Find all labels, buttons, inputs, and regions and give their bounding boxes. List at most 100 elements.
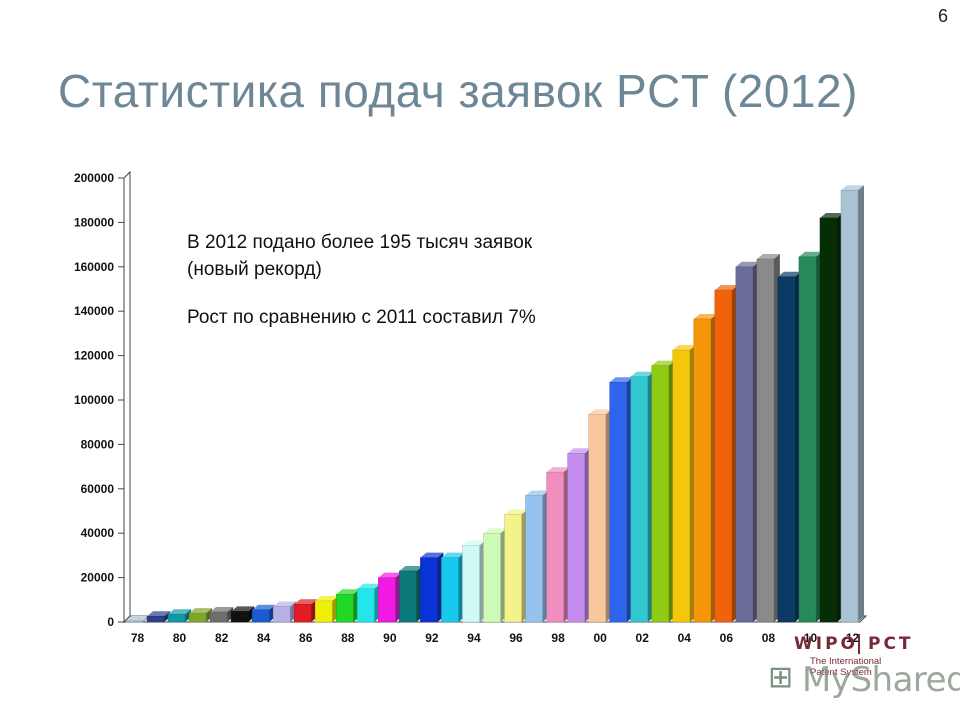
y-tick-label: 0 <box>107 615 114 629</box>
bar-top <box>546 467 570 473</box>
slide-title: Статистика подач заявок PCT (2012) <box>58 65 858 117</box>
bar-face <box>336 594 354 623</box>
bar-top <box>420 552 444 558</box>
bar-top <box>357 583 381 589</box>
bar-face <box>651 365 669 623</box>
x-tick-label: 94 <box>467 631 481 645</box>
bar-top <box>798 251 822 257</box>
bar-top <box>714 285 738 291</box>
x-tick-label: 00 <box>593 631 607 645</box>
bar-top <box>462 540 486 546</box>
bar-face <box>209 611 228 623</box>
logo-subtitle: The International Patent System <box>810 656 882 678</box>
bar <box>420 552 444 623</box>
x-tick-label: 04 <box>678 631 692 645</box>
x-tick-label: 84 <box>257 631 271 645</box>
bar <box>441 552 465 623</box>
annotation-record: В 2012 подано более 195 тысяч заявок (но… <box>187 232 533 280</box>
bar-side <box>206 608 213 622</box>
bar <box>735 261 759 623</box>
bar <box>209 607 234 623</box>
bar <box>777 271 801 623</box>
x-tick-label: 90 <box>383 631 397 645</box>
y-tick-label: 140000 <box>74 304 114 318</box>
x-tick-label: 96 <box>509 631 523 645</box>
bars <box>125 185 865 623</box>
bar <box>483 528 507 623</box>
x-tick-label: 98 <box>551 631 565 645</box>
bar <box>546 467 570 623</box>
bar-face <box>819 217 838 623</box>
bar <box>462 540 486 623</box>
bar-top <box>168 609 192 615</box>
y-tick-label: 120000 <box>74 349 114 363</box>
bar-face <box>714 289 733 623</box>
bar <box>336 589 360 623</box>
bar <box>357 583 381 623</box>
bar <box>588 409 612 623</box>
bar-top <box>672 345 696 351</box>
bar-face <box>525 495 543 623</box>
pct-wordmark: PCT <box>868 634 914 654</box>
bar-face <box>588 414 606 623</box>
bar <box>188 608 213 623</box>
x-axis: 78 80 82 84 86 88 90 92 94 96 98 00 02 04 06 08 10 12 <box>131 631 860 645</box>
bar-top <box>819 212 843 218</box>
bar-top <box>315 595 339 601</box>
bar <box>272 601 297 623</box>
x-tick-label: 80 <box>173 631 187 645</box>
x-tick-label: 88 <box>341 631 355 645</box>
bar <box>819 212 843 623</box>
x-tick-label: 10 <box>804 631 818 645</box>
bar-face <box>735 266 754 623</box>
bar-top <box>841 185 865 191</box>
wipo-pct-logo: WIPO PCT The International Patent System… <box>768 632 960 712</box>
bar-top <box>567 448 591 454</box>
x-tick-label: 06 <box>720 631 734 645</box>
bar-top <box>294 599 318 605</box>
bar-top <box>609 377 633 383</box>
x-tick-label: 86 <box>299 631 313 645</box>
bar-face <box>378 577 396 623</box>
bar <box>230 606 255 623</box>
x-tick-label: 02 <box>636 631 650 645</box>
bar-face <box>504 514 522 623</box>
annotation-growth: Рост по сравнению с 2011 составил 7% <box>187 307 536 328</box>
bar-top <box>756 254 780 260</box>
bar-top <box>735 261 759 267</box>
bar-top <box>273 601 297 607</box>
bar <box>630 371 654 623</box>
bar-top <box>231 606 255 612</box>
bar-face <box>483 532 501 623</box>
bar-top <box>147 611 171 617</box>
bar-face <box>357 588 375 623</box>
slide-number: 6 <box>937 6 948 26</box>
bar-top <box>588 409 612 415</box>
bar-top <box>504 509 528 515</box>
bar <box>609 377 633 623</box>
bar-face <box>293 603 312 623</box>
bar <box>672 345 696 623</box>
x-tick-label: 08 <box>762 631 776 645</box>
bar <box>251 604 276 623</box>
bar <box>315 595 339 623</box>
bar-top <box>777 271 801 277</box>
bar-face <box>840 189 859 623</box>
bar-face <box>125 620 144 623</box>
bar <box>756 254 780 623</box>
logo-separator <box>858 634 860 654</box>
bar-face <box>672 349 691 623</box>
y-tick-label: 80000 <box>81 437 115 451</box>
x-tick-label: 92 <box>425 631 439 645</box>
bar-top <box>336 589 360 595</box>
x-tick-label: 12 <box>846 631 860 645</box>
bar-top <box>399 565 423 571</box>
bar-face <box>609 381 627 623</box>
bar-top <box>252 604 276 610</box>
y-axis-line <box>123 178 131 624</box>
y-tick-label: 180000 <box>74 215 114 229</box>
bar-top <box>210 607 234 613</box>
y-tick-label: 100000 <box>74 393 114 407</box>
bar-face <box>272 606 291 623</box>
